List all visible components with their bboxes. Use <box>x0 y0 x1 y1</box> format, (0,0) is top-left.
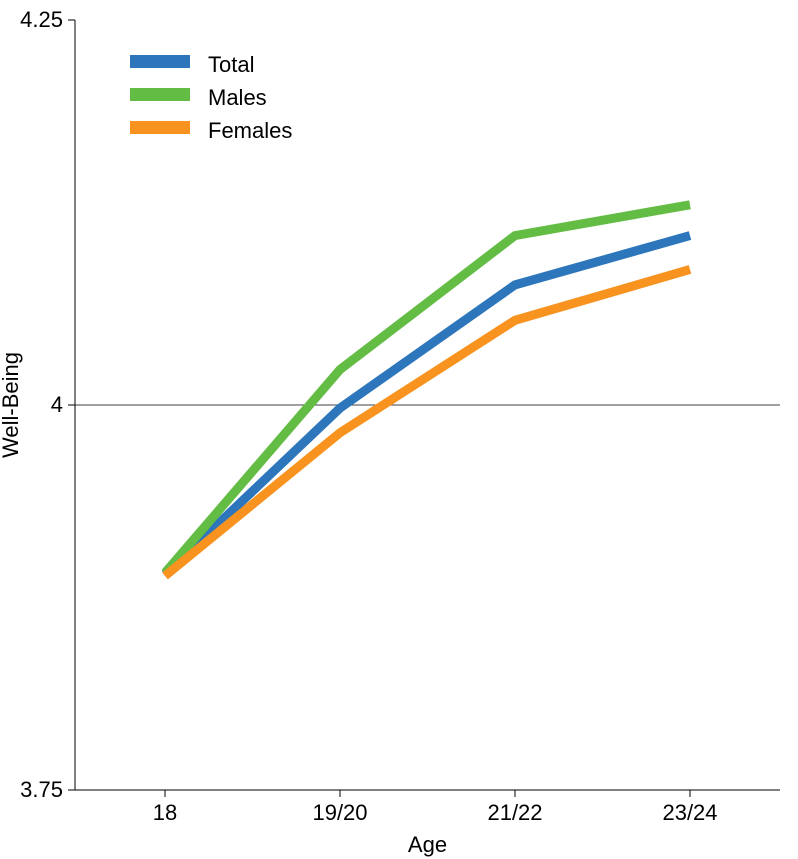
series-females <box>165 269 690 575</box>
legend-swatch-males <box>130 88 190 101</box>
legend-label-females: Females <box>208 118 292 143</box>
y-tick-label: 4 <box>51 392 63 417</box>
y-axis-title: Well-Being <box>0 352 23 458</box>
x-tick-label: 18 <box>153 800 177 825</box>
legend-label-males: Males <box>208 85 267 110</box>
y-tick-label: 4.25 <box>20 7 63 32</box>
x-tick-label: 21/22 <box>487 800 542 825</box>
legend-swatch-females <box>130 121 190 134</box>
x-axis-title: Age <box>408 832 447 857</box>
legend-label-total: Total <box>208 52 254 77</box>
y-tick-label: 3.75 <box>20 777 63 802</box>
wellbeing-line-chart: 3.75 4 4.25 18 19/20 21/22 23/24 Age Well-Being T… <box>0 0 798 859</box>
x-tick-label: 19/20 <box>312 800 367 825</box>
x-tick-label: 23/24 <box>662 800 717 825</box>
legend-swatch-total <box>130 55 190 68</box>
